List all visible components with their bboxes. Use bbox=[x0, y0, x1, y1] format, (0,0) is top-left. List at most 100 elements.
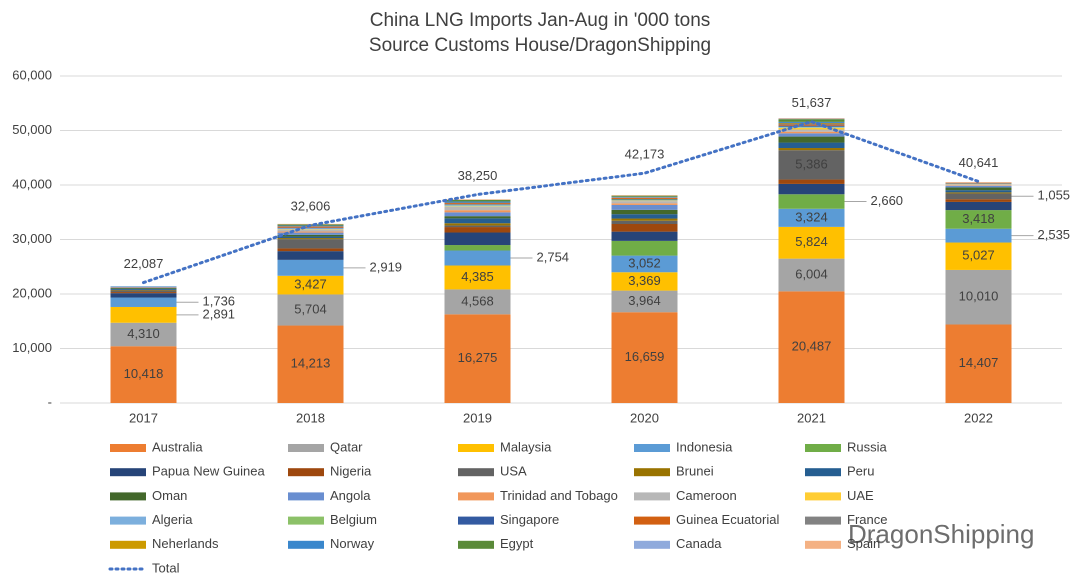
bar-segment bbox=[277, 234, 344, 237]
bar-segment bbox=[277, 239, 344, 249]
data-label: 3,427 bbox=[294, 277, 327, 292]
bar-segment bbox=[611, 220, 678, 225]
legend-label: Guinea Ecuatorial bbox=[676, 512, 779, 527]
data-label: 4,310 bbox=[127, 326, 160, 341]
bar-segment bbox=[444, 289, 511, 315]
data-label: 2,891 bbox=[203, 306, 236, 321]
bar-segment bbox=[945, 185, 1012, 186]
legend-label: Spain bbox=[847, 536, 880, 551]
legend-swatch bbox=[458, 540, 494, 549]
legend-label: Malaysia bbox=[500, 439, 552, 454]
bar-segment bbox=[945, 210, 1012, 229]
bar-segment bbox=[277, 231, 344, 233]
bar-segment bbox=[110, 293, 177, 298]
bar-segment bbox=[444, 314, 511, 403]
bar-segment bbox=[444, 199, 511, 200]
y-tick-label: 10,000 bbox=[12, 340, 52, 355]
data-label: 2,660 bbox=[871, 193, 904, 208]
bar-segment bbox=[110, 292, 177, 294]
legend-swatch bbox=[634, 444, 670, 452]
legend-label: Brunei bbox=[676, 464, 714, 479]
legend-label: Neherlands bbox=[152, 536, 219, 551]
legend-swatch bbox=[110, 468, 146, 477]
x-tick-label: 2022 bbox=[964, 410, 993, 425]
bar-segment bbox=[110, 287, 177, 289]
data-label: 3,369 bbox=[628, 273, 661, 288]
bar-segment bbox=[611, 231, 678, 241]
total-label: 42,173 bbox=[625, 147, 665, 162]
bar-segment bbox=[444, 206, 511, 207]
data-label: 1,736 bbox=[203, 294, 236, 309]
data-label: 5,386 bbox=[795, 156, 828, 171]
legend-label: Russia bbox=[847, 439, 888, 454]
bar-segment bbox=[945, 199, 1012, 202]
bar-segment bbox=[277, 229, 344, 230]
bar-segment bbox=[778, 183, 845, 195]
data-label: 20,487 bbox=[792, 339, 832, 354]
bar-segment bbox=[611, 312, 678, 403]
bar-segment bbox=[611, 214, 678, 219]
bar-segment bbox=[611, 201, 678, 204]
bar-segment bbox=[277, 259, 344, 276]
legend-swatch bbox=[805, 492, 841, 501]
legend-swatch bbox=[288, 540, 324, 549]
total-label: 22,087 bbox=[124, 256, 164, 271]
data-label: 3,964 bbox=[628, 293, 661, 308]
y-tick-label: 20,000 bbox=[12, 285, 52, 300]
data-label: 5,704 bbox=[294, 301, 327, 316]
total-label: 51,637 bbox=[792, 95, 832, 110]
bar-segment bbox=[778, 127, 845, 130]
bar-segment bbox=[945, 184, 1012, 186]
data-label: 3,324 bbox=[795, 209, 828, 224]
data-label: 14,213 bbox=[291, 356, 331, 371]
legend-swatch bbox=[634, 492, 670, 501]
bar-segment bbox=[778, 291, 845, 403]
legend-swatch bbox=[805, 516, 841, 525]
bar-segment bbox=[611, 198, 678, 200]
bar-segment bbox=[110, 289, 177, 291]
bar-segment bbox=[611, 195, 678, 197]
bar-segment bbox=[945, 201, 1012, 211]
legend-swatch bbox=[634, 516, 670, 525]
legend-swatch bbox=[288, 516, 324, 525]
bar-segment bbox=[945, 183, 1012, 185]
data-label: 14,407 bbox=[959, 355, 999, 370]
legend-swatch bbox=[805, 468, 841, 477]
bar-segment bbox=[277, 238, 344, 240]
y-tick-label: 60,000 bbox=[12, 67, 52, 82]
legend-label: Norway bbox=[330, 536, 375, 551]
legend-label: Angola bbox=[330, 488, 371, 503]
bar-segment bbox=[778, 127, 845, 128]
legend-swatch bbox=[634, 468, 670, 477]
bar-segment bbox=[277, 248, 344, 252]
bar-segment bbox=[945, 269, 1012, 325]
bar-segment bbox=[110, 286, 177, 288]
bar-segment bbox=[611, 224, 678, 232]
bar-segment bbox=[945, 192, 1012, 194]
bar-segment bbox=[444, 250, 511, 266]
legend-label: Cameroon bbox=[676, 488, 737, 503]
bar-segment bbox=[277, 294, 344, 326]
bar-segment bbox=[611, 240, 678, 256]
bar-segment bbox=[444, 218, 511, 224]
bar-segment bbox=[444, 212, 511, 217]
legend-label: Papua New Guinea bbox=[152, 464, 266, 479]
bar-segment bbox=[778, 118, 845, 119]
bar-segment bbox=[611, 209, 678, 215]
legend-label: Australia bbox=[152, 439, 203, 454]
data-label: 2,535 bbox=[1038, 227, 1071, 242]
legend-label: Algeria bbox=[152, 512, 193, 527]
data-label: 4,568 bbox=[461, 293, 494, 308]
legend-label: Trinidad and Tobago bbox=[500, 488, 618, 503]
bar-segment bbox=[611, 197, 678, 199]
bar-segment bbox=[110, 346, 177, 403]
bar-segment bbox=[611, 218, 678, 221]
legend-swatch bbox=[288, 468, 324, 477]
bar-segment bbox=[277, 236, 344, 239]
bar-segment bbox=[110, 297, 177, 307]
bar-segment bbox=[778, 226, 845, 259]
legend-swatch bbox=[458, 468, 494, 477]
bar-segment bbox=[778, 124, 845, 126]
bar-segment bbox=[110, 290, 177, 293]
bar-segment bbox=[778, 148, 845, 151]
